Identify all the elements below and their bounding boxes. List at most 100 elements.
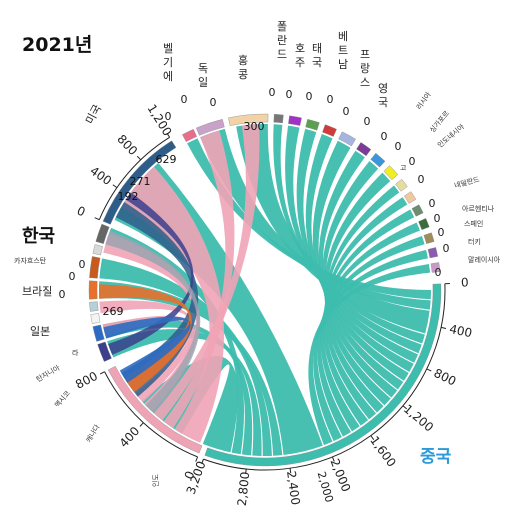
label-g11jgk-char: 호 [295, 42, 305, 55]
label-ge94w68: 아르헨티나 [462, 204, 495, 213]
label-gyyv0: 일본 [30, 324, 50, 338]
value-label: 192 [118, 190, 139, 203]
arc-g10h75 [305, 118, 320, 131]
zero-marker: 0 [438, 226, 445, 239]
tick-label: 2,400 [284, 470, 303, 506]
arc-grw1jo [370, 152, 386, 168]
tick-mark [166, 132, 171, 138]
ribbon-india-0 [121, 166, 225, 443]
tick-label: 400 [448, 322, 473, 340]
value-label: 269 [103, 305, 124, 318]
label-gvxtu8-char: 드 [277, 48, 287, 61]
zero-marker: 0 [79, 258, 86, 271]
zero-marker: 0 [418, 173, 425, 186]
zero-marker: 0 [269, 86, 276, 99]
arc-gr6132g [90, 313, 101, 324]
arc-gywy4 [107, 366, 203, 454]
label-gshhs8-char: 기 [163, 56, 173, 69]
arc-gvxtu8 [273, 114, 284, 124]
label-gy5c: 고 [400, 164, 407, 172]
zero-marker: 0 [210, 96, 217, 109]
label-g10h75-char: 국 [312, 56, 322, 69]
ribbon-japan-0 [99, 284, 192, 393]
arc-g11jgk [288, 115, 302, 126]
tick-label: 800 [73, 369, 100, 392]
zero-marker: 0 [306, 90, 313, 103]
tick-mark [112, 184, 118, 189]
label-gymq4-char: 국 [378, 96, 388, 109]
label-gsnfdc-char: 베 [338, 30, 348, 43]
arc-gn3hrtg [411, 204, 424, 217]
ribbon-china-17 [308, 264, 431, 446]
label-g11l8c-char: 홍 [238, 53, 248, 67]
tick-mark [245, 468, 247, 475]
label-gw3inr-char: 프 [360, 48, 370, 61]
label-gvxtu8-char: 란 [277, 34, 287, 47]
tick-ring-gywy4 [104, 371, 198, 458]
label-gvo7r-char: 일 [198, 75, 208, 89]
tick-mark [94, 217, 100, 221]
arc-gtjf5w [423, 232, 435, 244]
zero-marker: 0 [409, 155, 416, 168]
tick-label: 1,200 [401, 402, 436, 435]
arc-gyyv0 [88, 280, 98, 300]
arc-g108s [89, 301, 99, 312]
tick-label: 400 [87, 164, 114, 189]
label-g11l8c-char: 콩 [238, 68, 248, 81]
label-g118r5: 한국 [22, 226, 55, 247]
tick-mark [201, 458, 204, 465]
zero-marker: 0 [286, 88, 293, 101]
label-gshhs8-char: 에 [163, 70, 173, 83]
zero-marker: 0 [435, 266, 442, 279]
arc-gs8t1p [92, 324, 105, 342]
tick-mark [195, 456, 199, 462]
arc-gwx9x [102, 140, 177, 225]
ribbon-india-4 [99, 300, 195, 403]
label-gvxtu8-char: 폴 [277, 20, 287, 33]
zero-marker: 0 [381, 130, 388, 143]
ribbon-korea-0 [105, 230, 201, 414]
ribbon-china-12 [324, 197, 408, 420]
zero-marker: 0 [434, 212, 441, 225]
tick-label: 1,600 [367, 433, 399, 469]
tick-mark [426, 368, 432, 372]
ribbons-layer [99, 124, 431, 456]
label-gymq4-char: 영 [378, 82, 388, 95]
label-gs8t1p: 멕시코 [53, 388, 73, 409]
ribbon-india-2 [153, 124, 260, 421]
arc-gvo7r [195, 118, 225, 136]
tick-label: 2,800 [235, 471, 253, 507]
tick-mark [136, 155, 142, 161]
ribbon-usa-1 [108, 192, 194, 355]
china-tick-2000: 2,000 [315, 470, 336, 504]
tick-label: 800 [432, 366, 459, 389]
arc-glzyog0 [395, 178, 408, 192]
arc-gshhs8 [182, 128, 197, 142]
label-gvo7r-char: 독 [198, 62, 208, 75]
tick-mark [370, 435, 375, 440]
label-gn3hrtg: 네덜란드 [453, 174, 481, 190]
arc-gv47vg [97, 341, 112, 362]
zero-marker: 0 [364, 115, 371, 128]
label-gtjf5w: 스페인 [464, 219, 483, 228]
tick-mark [331, 456, 335, 462]
arc-g10q5w [427, 247, 439, 259]
arc-gymq4 [356, 142, 372, 157]
zero-marker: 0 [181, 93, 188, 106]
arc-g11l8c [228, 113, 269, 126]
arc-gsqfh4 [89, 256, 101, 279]
arc-gw3inr [338, 131, 356, 147]
label-gsnfdc-char: 트 [338, 44, 348, 57]
label-g10q5w: 터키 [468, 237, 481, 246]
arc-g149gx7o [430, 262, 441, 273]
tick-mark [99, 371, 105, 375]
chart-title: 2021년 [22, 34, 93, 56]
tick-mark [289, 468, 292, 474]
ribbon-china-13 [322, 209, 415, 426]
